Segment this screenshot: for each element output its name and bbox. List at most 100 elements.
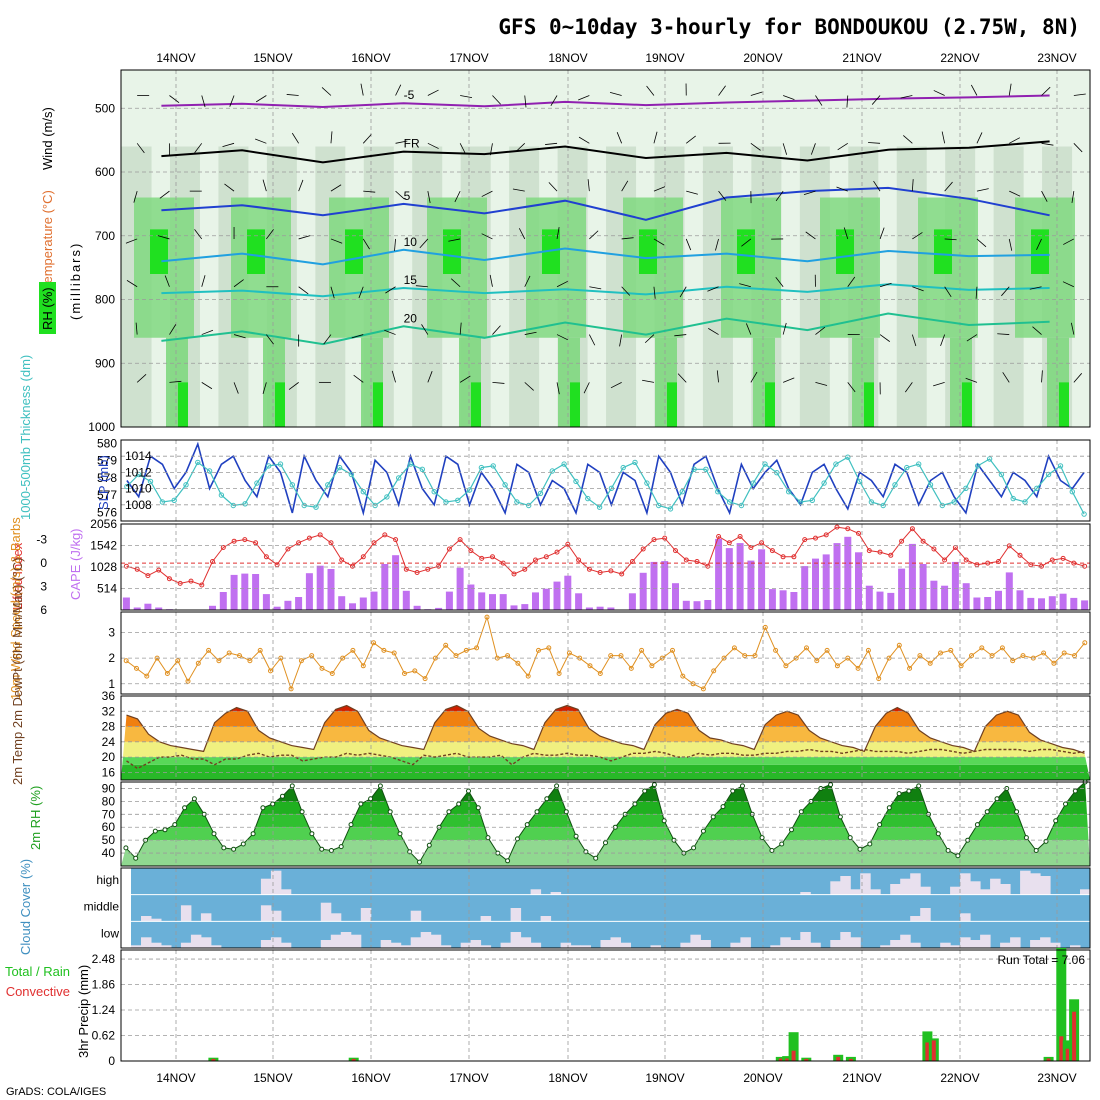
wind-barb bbox=[421, 324, 429, 335]
lifted-index-point bbox=[533, 557, 538, 563]
chart-title: GFS 0~10day 3-hourly for BONDOUKOU (2.75… bbox=[498, 15, 1080, 39]
wind-speed-point bbox=[1061, 650, 1067, 656]
lifted-index-point bbox=[845, 526, 851, 532]
wind-speed-point bbox=[505, 653, 511, 659]
thickness-point bbox=[431, 489, 437, 495]
wind-speed-point bbox=[402, 671, 407, 676]
wind-speed-point bbox=[876, 676, 882, 682]
precip-tick-0.62: 0.62 bbox=[92, 1029, 116, 1043]
cloud-high-cell bbox=[850, 889, 861, 895]
x-tick-top-20NOV: 20NOV bbox=[743, 51, 782, 65]
wind-speed-point bbox=[257, 647, 263, 653]
cape-bar bbox=[262, 594, 270, 610]
cloud-low-cell bbox=[830, 940, 841, 948]
cape-bar bbox=[402, 590, 410, 610]
wind-barb bbox=[330, 238, 343, 244]
thickness-point bbox=[868, 499, 875, 505]
lifted-index-point bbox=[888, 552, 894, 558]
cloud-low-cell bbox=[560, 942, 572, 948]
rh-shade bbox=[962, 382, 972, 427]
rh-point bbox=[250, 831, 256, 837]
thickness-line bbox=[126, 456, 1085, 515]
rh-point bbox=[769, 848, 775, 853]
lifted-index-point bbox=[285, 546, 291, 552]
thickness-point bbox=[206, 468, 213, 474]
wind-barb bbox=[685, 238, 692, 251]
rh-shade bbox=[178, 382, 188, 427]
lifted-index-point bbox=[726, 540, 732, 546]
wind-speed-point bbox=[329, 671, 335, 676]
x-tick-top-19NOV: 19NOV bbox=[645, 51, 684, 65]
cape-bar bbox=[316, 565, 324, 610]
wind-speed-point bbox=[484, 614, 490, 620]
cloud-low-cell bbox=[980, 934, 991, 948]
rh-point bbox=[1063, 801, 1068, 807]
rh-point bbox=[524, 822, 530, 828]
rh-point bbox=[563, 809, 569, 815]
wind-barb bbox=[545, 142, 558, 145]
isotherm-20 bbox=[161, 312, 1050, 346]
cloud-high-cell bbox=[800, 892, 811, 895]
wind-barb bbox=[904, 382, 913, 393]
y-axis-label-wind: 10m Wind Speed (m/s) & Barbs bbox=[8, 517, 23, 700]
cape-bar bbox=[855, 552, 862, 610]
lifted-index-point bbox=[263, 554, 269, 560]
cape-bar bbox=[844, 536, 852, 610]
thickness-tick-578: 578 bbox=[97, 471, 117, 485]
lifted-index-point bbox=[963, 557, 969, 563]
cloud-low-cell bbox=[850, 937, 861, 948]
lifted-index-point bbox=[651, 537, 657, 543]
lifted-index-point bbox=[1071, 560, 1077, 566]
wind-barb bbox=[1070, 322, 1075, 335]
wind-barb bbox=[489, 274, 493, 287]
cape-bar bbox=[639, 572, 647, 610]
wind-barb bbox=[1041, 86, 1051, 96]
temp-tick-20: 20 bbox=[102, 750, 116, 764]
cloud-low-cell bbox=[270, 937, 282, 948]
cloud-low-cell bbox=[790, 940, 801, 948]
cape-bar bbox=[995, 590, 1002, 610]
lifted-index-point bbox=[220, 545, 226, 550]
thickness-point bbox=[313, 504, 319, 510]
wind-barb bbox=[524, 95, 527, 108]
wind-barb bbox=[912, 286, 924, 292]
cloud-high-cell bbox=[1000, 884, 1011, 895]
cloud-high-cell bbox=[260, 878, 272, 895]
lifted-index-point bbox=[360, 554, 366, 560]
cloud-low-cell bbox=[520, 937, 532, 948]
cloud-low-cell bbox=[1070, 945, 1081, 948]
rh-point bbox=[603, 840, 608, 846]
wind-barb bbox=[621, 180, 629, 192]
wind-barb bbox=[873, 180, 881, 192]
lifted-index-point bbox=[619, 571, 625, 577]
wind-speed-point bbox=[268, 668, 273, 674]
thickness-point bbox=[277, 461, 284, 467]
rh-point bbox=[348, 822, 354, 828]
isotherm-label--5: -5 bbox=[404, 88, 415, 102]
rh-point bbox=[1014, 809, 1020, 815]
wind-barb bbox=[903, 135, 913, 144]
cloud-high-cell bbox=[1030, 873, 1041, 895]
li-tick-6: 6 bbox=[40, 603, 47, 617]
rh-point bbox=[544, 796, 550, 802]
wind-barb bbox=[262, 382, 267, 395]
thickness-point bbox=[986, 456, 993, 462]
cape-bar bbox=[564, 575, 572, 610]
rh-point bbox=[857, 846, 863, 852]
wind-barb bbox=[716, 370, 719, 383]
lifted-index-point bbox=[177, 580, 183, 586]
wind-speed-point bbox=[515, 660, 521, 666]
rh-shade bbox=[836, 229, 854, 274]
lifted-index-point bbox=[694, 559, 700, 564]
lifted-index-point bbox=[909, 526, 915, 532]
rh-shade bbox=[345, 229, 363, 274]
wind-barb bbox=[330, 286, 335, 299]
wind-barb bbox=[201, 382, 213, 390]
plot-layer: 14NOV 14NOV 15NOV 15NOV 16NOV 16NOV 17NOV 17NOV… bbox=[5, 51, 1091, 1085]
rh-point bbox=[1053, 818, 1059, 824]
lifted-index-point bbox=[1039, 563, 1044, 569]
wind-barb bbox=[229, 95, 235, 107]
wind-barb bbox=[556, 334, 569, 341]
rh-point bbox=[358, 801, 364, 807]
wind-speed-point bbox=[381, 647, 387, 653]
